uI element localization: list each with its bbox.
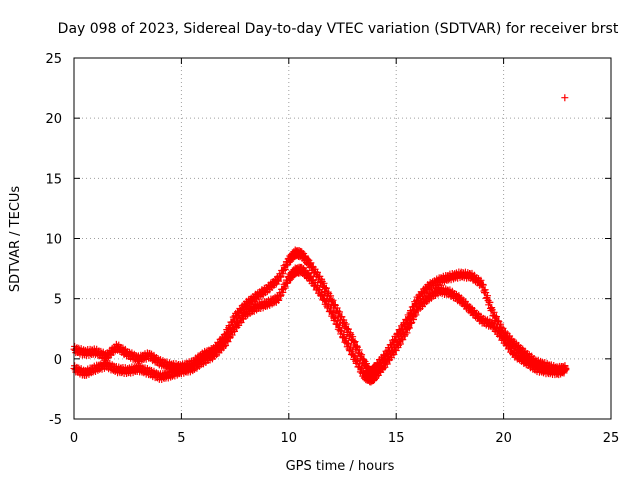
sdtvar-upper-track-point bbox=[486, 298, 494, 306]
x-tick-labels: 0 5 10 15 20 25 bbox=[70, 431, 619, 446]
y-tick-label: 10 bbox=[45, 233, 62, 248]
y-tick-label: 25 bbox=[45, 52, 62, 67]
x-tick-label: 15 bbox=[388, 431, 405, 446]
y-tick-labels: -5 0 5 10 15 20 25 bbox=[45, 52, 62, 428]
x-tick-label: 5 bbox=[177, 431, 185, 446]
y-tick-label: 15 bbox=[45, 172, 62, 187]
x-tick-label: 20 bbox=[495, 431, 512, 446]
plot-frame bbox=[73, 57, 612, 420]
x-tick-label: 25 bbox=[603, 431, 620, 446]
sdtvar-lower-track-point bbox=[562, 366, 570, 374]
y-tick-label: 0 bbox=[54, 353, 62, 368]
grid-lines bbox=[74, 58, 611, 419]
sdtvar-upper-track-point bbox=[479, 281, 487, 289]
y-tick-label: 20 bbox=[45, 112, 62, 127]
x-tick-label: 0 bbox=[70, 431, 78, 446]
y-tick-label: 5 bbox=[54, 293, 62, 308]
y-axis-label: SDTVAR / TECUs bbox=[8, 186, 23, 293]
data-points bbox=[70, 94, 570, 386]
x-axis-label: GPS time / hours bbox=[286, 459, 395, 474]
sdtvar-outlier-point bbox=[561, 94, 569, 102]
chart-title: Day 098 of 2023, Sidereal Day-to-day VTE… bbox=[58, 21, 619, 37]
y-tick-label: -5 bbox=[49, 413, 62, 428]
x-tick-label: 10 bbox=[281, 431, 298, 446]
